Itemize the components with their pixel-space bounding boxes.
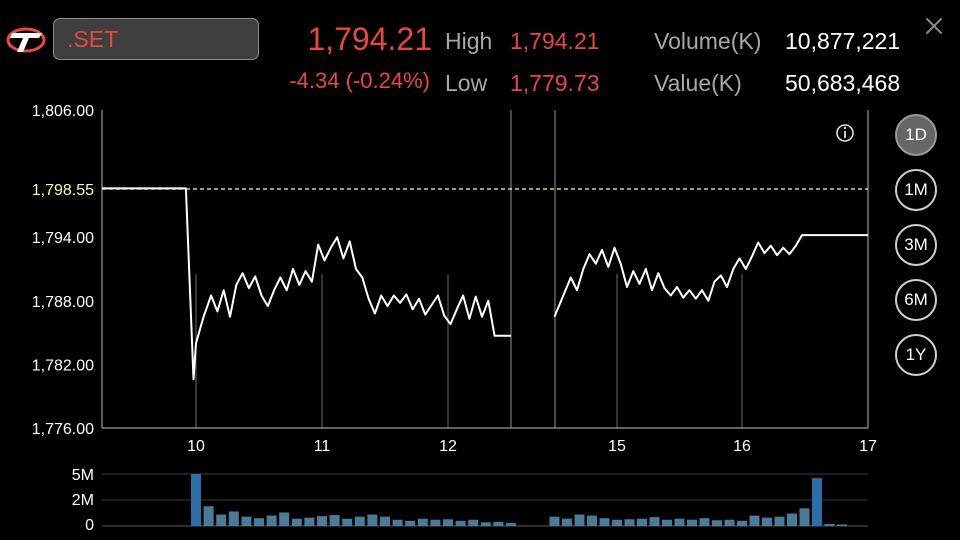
volume-bar: [493, 521, 504, 526]
volume-bar: [304, 517, 315, 526]
volume-bar: [279, 512, 290, 526]
volume-bar: [612, 519, 622, 526]
volume-bar: [774, 516, 785, 526]
x-tick-label: 17: [859, 438, 877, 455]
volume-bar: [787, 513, 797, 526]
volume-bar: [241, 516, 252, 526]
x-tick-label: 16: [733, 438, 751, 455]
y-tick-label: 1,782.00: [32, 357, 94, 374]
volume-bar: [203, 506, 214, 526]
x-axis-ticks: 10 11 12 15 16 17: [187, 438, 877, 455]
symbol-search-box[interactable]: .SET: [53, 18, 259, 60]
high-label: High: [445, 28, 493, 54]
volume-bar: [624, 519, 635, 526]
y-tick-label: 1,794.00: [32, 230, 94, 247]
volume-tick-label: 2M: [72, 492, 94, 509]
prev-close-label: 1,798.55: [32, 182, 94, 199]
y-tick-label: 1,776.00: [32, 421, 94, 438]
x-tick-label: 10: [187, 438, 205, 455]
timeframe-button-3m[interactable]: 3M: [895, 224, 937, 266]
low-label: Low: [445, 70, 488, 96]
volume-bar: [649, 517, 660, 526]
volume-bar: [562, 518, 572, 526]
volume-bar: [329, 515, 340, 526]
volume-bar: [380, 516, 390, 526]
volume-bar: [687, 519, 697, 526]
volume-bar: [443, 519, 453, 526]
volume-bar: [354, 516, 365, 526]
volume-bar: [799, 508, 810, 526]
price-series: [102, 187, 868, 381]
volume-bar: [699, 518, 710, 526]
volume-bar: [254, 518, 264, 526]
volume-bar: [342, 518, 353, 526]
volume-bar: [468, 519, 479, 526]
y-tick-label: 1,788.00: [32, 294, 94, 311]
volume-bar: [228, 511, 239, 526]
x-tick-label: 12: [439, 438, 457, 455]
price-change: -4.34 (-0.24%): [262, 68, 430, 94]
volume-bar: [549, 516, 560, 526]
volume-bar: [392, 519, 403, 526]
volume-bar: [637, 518, 647, 526]
volume-bar: [317, 516, 327, 526]
volume-bar: [266, 515, 277, 526]
volume-tick-label: 5M: [72, 467, 94, 484]
timeframe-button-1d[interactable]: 1D: [895, 114, 937, 156]
volume-bars: [102, 473, 868, 527]
high-value: 1,794.21: [510, 28, 600, 54]
volume-bar: [480, 522, 491, 526]
volume-bar: [574, 514, 585, 526]
value-label: Value(K): [654, 70, 742, 96]
volume-bar: [455, 520, 466, 526]
change-percent: (-0.24%): [345, 68, 430, 93]
volume-bar: [712, 520, 722, 526]
price-line-morning: [102, 187, 511, 381]
price-line-afternoon: [553, 234, 868, 318]
x-tick-label: 15: [608, 438, 626, 455]
close-icon[interactable]: [922, 14, 946, 38]
volume-bar: [587, 515, 597, 526]
chart-axes: [101, 110, 869, 429]
volume-bar: [737, 520, 747, 526]
volume-bar: [724, 519, 735, 526]
volume-bar: [812, 478, 822, 526]
y-axis-ticks: 1,806.00 1,794.00 1,788.00 1,782.00 1,776.00: [32, 103, 94, 438]
volume-bar: [824, 523, 835, 526]
value-value: 50,683,468: [785, 70, 901, 96]
volume-bar: [291, 518, 302, 526]
symbol-text: .SET: [67, 26, 119, 52]
y-tick-label: 1,806.00: [32, 103, 94, 120]
volume-bar: [191, 474, 201, 526]
volume-bar: [749, 515, 760, 526]
timeframe-button-1y[interactable]: 1Y: [895, 334, 937, 376]
chart-grid: [195, 110, 743, 428]
x-tick-label: 11: [314, 438, 331, 455]
timeframe-button-6m[interactable]: 6M: [895, 279, 937, 321]
volume-bar: [837, 524, 847, 526]
volume-bar: [367, 514, 378, 526]
volume-label: Volume(K): [654, 28, 762, 54]
volume-value: 10,877,221: [785, 28, 901, 54]
low-value: 1,779.73: [510, 70, 600, 96]
volume-bar: [430, 519, 441, 526]
volume-bar: [216, 514, 227, 526]
volume-bar: [405, 520, 416, 526]
volume-tick-label: 0: [85, 517, 94, 534]
settrade-logo-icon: [6, 27, 46, 53]
last-price: 1,794.21: [307, 21, 432, 57]
volume-bar: [762, 517, 772, 526]
volume-bar: [417, 518, 428, 526]
timeframe-button-1m[interactable]: 1M: [895, 169, 937, 211]
volume-bar: [506, 522, 516, 526]
change-value: -4.34: [289, 68, 340, 93]
info-icon[interactable]: [836, 124, 854, 142]
volume-bar: [662, 519, 672, 526]
volume-bar: [599, 518, 610, 526]
volume-bar: [674, 518, 685, 526]
volume-axis-ticks: 5M 2M 0: [72, 467, 94, 534]
